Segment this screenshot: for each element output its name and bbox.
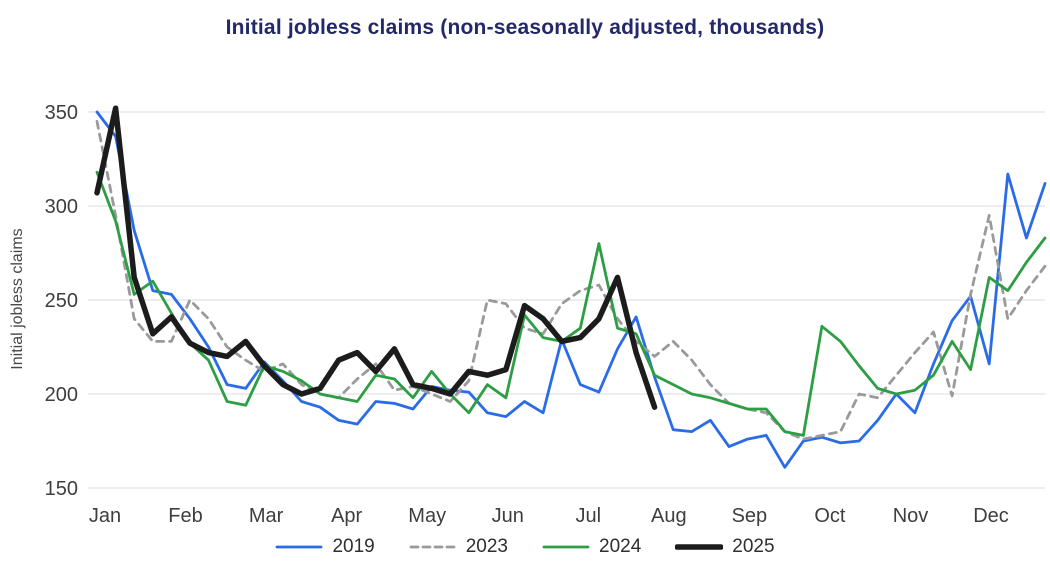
legend-item-2019: 2019 (275, 536, 375, 558)
x-tick-label: Dec (973, 505, 1009, 527)
legend-label-2019: 2019 (332, 536, 375, 557)
x-tick-label: Nov (893, 505, 929, 527)
legend-line-2019 (276, 545, 323, 549)
y-tick-label: 200 (45, 384, 78, 406)
x-tick-label: Sep (732, 505, 768, 527)
chart-legend: 2019 2023 2024 2025 (0, 536, 1050, 558)
x-tick-label: May (408, 505, 446, 527)
chart-title: Initial jobless claims (non-seasonally a… (225, 16, 825, 39)
x-tick-label: Jul (575, 505, 601, 527)
legend-line-2023 (409, 545, 457, 549)
y-axis-label: Initial jobless claims (9, 228, 26, 370)
legend-line-2024 (542, 545, 590, 549)
legend-line-2025 (675, 544, 724, 550)
x-tick-label: Apr (331, 505, 362, 527)
x-tick-label: Mar (249, 505, 284, 527)
legend-item-2023: 2023 (409, 536, 508, 558)
chart-area: Initial jobless claims 150 200 250 300 350 Ja… (0, 64, 1050, 534)
series-line-2024 (95, 170, 1047, 437)
chart-canvas: 150 200 250 300 350 Jan Feb Mar Apr May Jun Jul Aug S… (45, 102, 1047, 527)
legend-label-2024: 2024 (599, 536, 642, 557)
legend-label-2025: 2025 (732, 536, 775, 557)
x-tick-label: Feb (168, 505, 202, 527)
legend-item-2024: 2024 (542, 536, 641, 558)
x-tick-label: Jan (89, 505, 121, 527)
x-tick-label: Jun (492, 505, 524, 527)
series-line-2025 (94, 105, 658, 410)
y-tick-label: 300 (45, 196, 78, 218)
y-tick-label: 150 (45, 478, 78, 500)
y-tick-label: 350 (45, 102, 78, 124)
legend-item-2025: 2025 (675, 536, 775, 558)
series-line-2019 (95, 110, 1047, 469)
x-tick-label: Aug (651, 505, 687, 527)
x-tick-label: Oct (814, 505, 846, 527)
y-tick-label: 250 (45, 290, 78, 312)
legend-label-2023: 2023 (465, 536, 508, 557)
